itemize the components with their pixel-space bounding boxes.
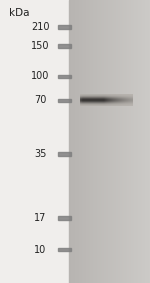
Text: 35: 35 bbox=[34, 149, 47, 159]
Bar bbox=[70, 0, 71, 283]
Bar bbox=[145, 0, 146, 283]
Bar bbox=[126, 0, 127, 283]
Bar bbox=[81, 0, 82, 283]
Bar bbox=[108, 0, 110, 283]
Bar bbox=[89, 0, 90, 283]
Text: 100: 100 bbox=[31, 71, 50, 82]
Bar bbox=[97, 0, 98, 283]
Bar bbox=[105, 0, 106, 283]
Bar bbox=[94, 0, 95, 283]
Bar bbox=[91, 0, 92, 283]
Bar bbox=[128, 0, 129, 283]
Text: 150: 150 bbox=[31, 41, 50, 51]
Bar bbox=[73, 0, 74, 283]
Text: 17: 17 bbox=[34, 213, 47, 223]
Bar bbox=[58, 98, 71, 102]
Bar bbox=[79, 0, 80, 283]
Bar bbox=[92, 0, 93, 283]
Bar bbox=[143, 0, 144, 283]
Bar bbox=[121, 0, 122, 283]
Bar bbox=[80, 0, 81, 283]
Bar bbox=[85, 0, 86, 283]
Bar bbox=[58, 25, 71, 29]
Bar bbox=[58, 74, 71, 78]
Bar bbox=[58, 216, 71, 220]
Bar bbox=[74, 0, 75, 283]
Text: kDa: kDa bbox=[9, 8, 30, 18]
Bar bbox=[90, 0, 91, 283]
Bar bbox=[149, 0, 150, 283]
Bar bbox=[120, 0, 121, 283]
Bar bbox=[86, 0, 87, 283]
Bar bbox=[110, 0, 111, 283]
Bar bbox=[131, 0, 132, 283]
Bar bbox=[0, 0, 69, 283]
Text: 70: 70 bbox=[34, 95, 47, 106]
Bar bbox=[148, 0, 149, 283]
Bar bbox=[58, 44, 71, 48]
Bar bbox=[76, 0, 77, 283]
Bar bbox=[95, 0, 96, 283]
Bar bbox=[72, 0, 73, 283]
Bar bbox=[139, 0, 140, 283]
Bar bbox=[112, 0, 114, 283]
Bar bbox=[124, 0, 125, 283]
Bar bbox=[98, 0, 99, 283]
Bar bbox=[115, 0, 116, 283]
Bar bbox=[142, 0, 143, 283]
Bar bbox=[141, 0, 142, 283]
Bar bbox=[104, 0, 105, 283]
Bar bbox=[138, 0, 139, 283]
Bar bbox=[88, 0, 89, 283]
Bar bbox=[77, 0, 78, 283]
Bar bbox=[135, 0, 136, 283]
Bar bbox=[84, 0, 85, 283]
Bar bbox=[106, 0, 108, 283]
Bar bbox=[71, 0, 72, 283]
Bar bbox=[130, 0, 131, 283]
Bar bbox=[69, 0, 70, 283]
Bar bbox=[122, 0, 123, 283]
Bar bbox=[123, 0, 124, 283]
Bar bbox=[78, 0, 79, 283]
Bar bbox=[147, 0, 148, 283]
Bar bbox=[82, 0, 83, 283]
Bar bbox=[146, 0, 147, 283]
Bar bbox=[99, 0, 100, 283]
Bar bbox=[100, 0, 101, 283]
Bar bbox=[129, 0, 130, 283]
Bar bbox=[140, 0, 141, 283]
Bar bbox=[134, 0, 135, 283]
Bar bbox=[117, 0, 118, 283]
Bar bbox=[111, 0, 112, 283]
Bar bbox=[93, 0, 94, 283]
Bar bbox=[75, 0, 76, 283]
Bar bbox=[96, 0, 97, 283]
Bar bbox=[87, 0, 88, 283]
Bar bbox=[137, 0, 138, 283]
Text: 210: 210 bbox=[31, 22, 50, 32]
Bar bbox=[118, 0, 119, 283]
Bar bbox=[133, 0, 134, 283]
Bar bbox=[119, 0, 120, 283]
Bar bbox=[83, 0, 84, 283]
Bar bbox=[136, 0, 137, 283]
Bar bbox=[58, 248, 71, 252]
Bar bbox=[102, 0, 103, 283]
Bar bbox=[144, 0, 145, 283]
Bar bbox=[127, 0, 128, 283]
Bar bbox=[125, 0, 126, 283]
Text: 10: 10 bbox=[34, 245, 47, 255]
Bar bbox=[103, 0, 104, 283]
Bar bbox=[58, 152, 71, 156]
Bar bbox=[101, 0, 102, 283]
Bar bbox=[114, 0, 115, 283]
Bar bbox=[116, 0, 117, 283]
Bar bbox=[132, 0, 133, 283]
